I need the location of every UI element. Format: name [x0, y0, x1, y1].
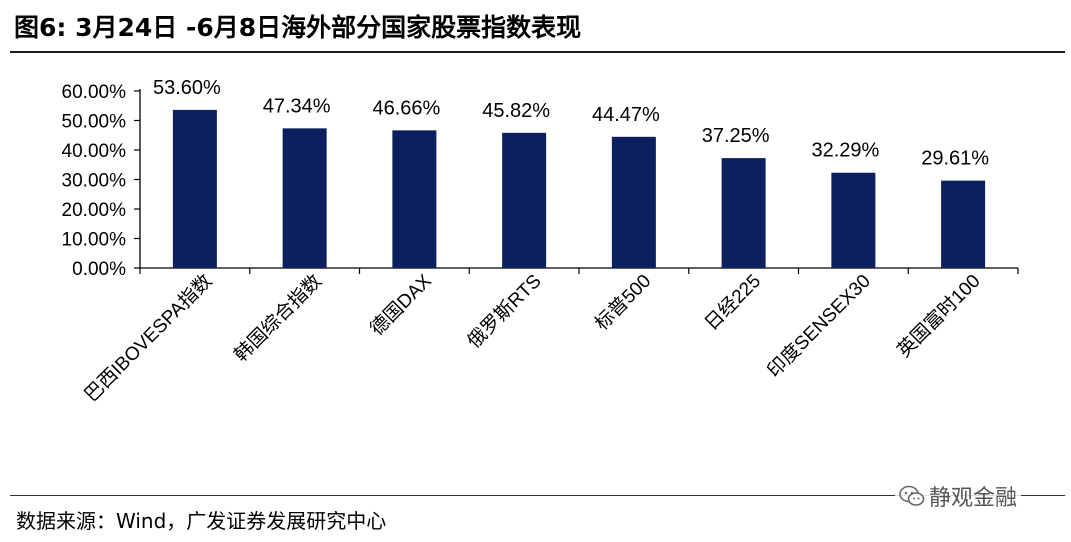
category-label: 俄罗斯RTS	[463, 270, 545, 352]
source-rule	[10, 495, 1065, 496]
y-tick-label: 0.00%	[72, 259, 126, 280]
data-label: 44.47%	[592, 104, 660, 126]
y-tick-label: 30.00%	[62, 171, 127, 192]
source-note: 数据来源：Wind，广发证券发展研究中心	[16, 509, 387, 533]
category-label: 标普500	[591, 270, 656, 335]
bar	[392, 130, 437, 268]
data-label: 53.60%	[153, 77, 221, 99]
y-tick-label: 40.00%	[62, 141, 127, 162]
bar-chart: 0.00% 10.00% 20.00% 30.00% 40.00% 50.00% 60.00…	[62, 77, 1019, 406]
y-tick-label: 50.00%	[62, 112, 127, 133]
category-label: 德国DAX	[366, 270, 436, 340]
data-label: 45.82%	[482, 100, 550, 122]
data-label: 29.61%	[921, 148, 989, 170]
bar	[941, 180, 986, 268]
bar	[611, 136, 656, 268]
title-rule	[10, 51, 1065, 53]
bar	[502, 132, 547, 268]
category-label: 韩国综合指数	[230, 270, 326, 366]
wechat-icon	[899, 485, 925, 506]
bar	[282, 128, 327, 268]
category-label: 日经225	[700, 270, 765, 335]
category-label: 巴西IBOVESPA指数	[80, 270, 216, 406]
bar	[172, 109, 217, 268]
bar	[721, 158, 766, 268]
data-label: 32.29%	[811, 140, 879, 162]
data-label: 46.66%	[372, 97, 440, 119]
y-tick-label: 60.00%	[62, 82, 127, 103]
chart-title: 图6: 3月24日 -6月8日海外部分国家股票指数表现	[14, 13, 582, 42]
y-tick-label: 10.00%	[62, 230, 127, 251]
watermark: 静观金融	[895, 480, 1022, 512]
bar	[831, 172, 876, 268]
data-label: 47.34%	[263, 95, 331, 117]
y-tick-label: 20.00%	[62, 200, 127, 221]
category-label: 印度SENSEX30	[763, 270, 875, 382]
data-label: 37.25%	[702, 125, 770, 147]
category-label: 英国富时100	[893, 270, 985, 362]
watermark-text: 静观金融	[929, 486, 1018, 511]
